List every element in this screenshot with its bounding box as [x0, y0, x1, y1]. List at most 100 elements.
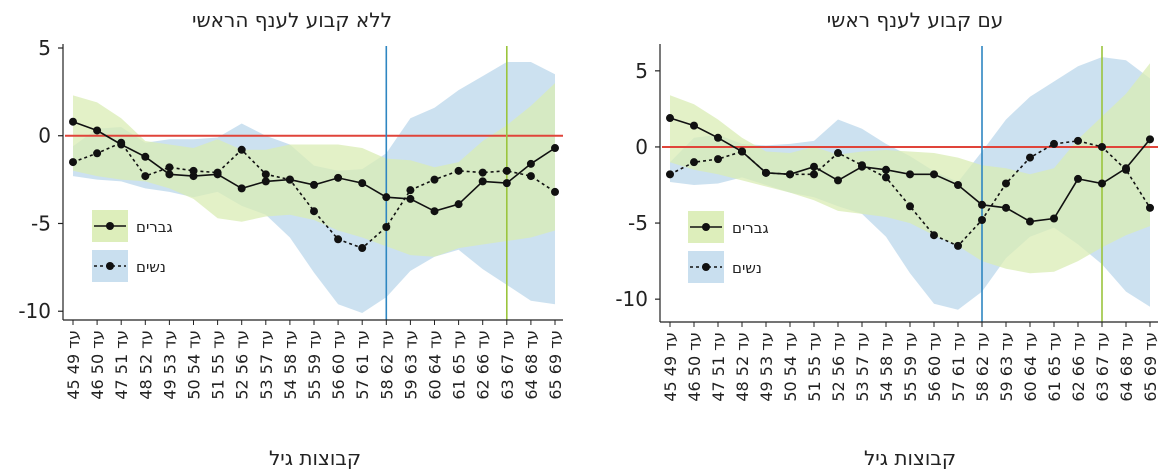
data-point-men — [310, 180, 318, 189]
data-point-women — [690, 158, 698, 167]
data-point-women — [810, 170, 818, 179]
data-point-women — [762, 168, 770, 177]
data-point-women — [1002, 179, 1010, 188]
x-tick-label: 63 עד 67 — [498, 330, 517, 400]
data-point-women — [310, 207, 318, 216]
data-point-women — [1146, 203, 1154, 212]
data-point-women — [882, 173, 890, 182]
y-tick-label: -10 — [18, 299, 51, 323]
legend: גברים נשים — [688, 211, 769, 283]
data-point-men — [834, 176, 842, 185]
x-tick-label: 65 עד 69 — [1141, 332, 1160, 402]
x-tick-label: 60 עד 64 — [1021, 332, 1040, 402]
x-tick-label: 45 עד 49 — [64, 330, 83, 400]
x-tick-label: 55 עד 59 — [901, 332, 920, 402]
data-point-men — [1002, 203, 1010, 212]
x-tick-label: 54 עד 58 — [281, 330, 300, 400]
legend-label: נשים — [732, 259, 762, 277]
series-line-women — [669, 140, 1151, 247]
data-point-men — [1098, 179, 1106, 188]
y-tick-label: -5 — [31, 211, 51, 235]
x-tick-label: 48 עד 52 — [733, 332, 752, 402]
x-tick-label: 60 עד 64 — [426, 330, 445, 400]
data-point-women — [189, 166, 198, 175]
x-tick-label: 64 עד 68 — [1117, 332, 1136, 402]
y-tick-label: 5 — [38, 36, 51, 60]
data-point-women — [454, 166, 463, 175]
x-tick-label: 46 עד 50 — [685, 332, 704, 402]
x-tick-label: 51 עד 55 — [805, 332, 824, 402]
data-point-men — [406, 194, 415, 203]
y-tick-label: 0 — [635, 135, 648, 159]
x-tick-label: 50 עד 54 — [781, 332, 800, 402]
series-lines — [666, 114, 1154, 250]
data-point-women — [1122, 165, 1130, 174]
legend-marker — [702, 223, 710, 231]
data-point-men — [1050, 214, 1058, 223]
data-point-women — [1026, 153, 1034, 162]
data-point-women — [213, 168, 222, 177]
axes: 5 0 -5 -10 45 עד 49 46 עד 50 47 עד 51 48 עד 52 4… — [18, 36, 565, 400]
data-point-women — [285, 175, 294, 184]
data-point-men — [358, 179, 367, 188]
data-point-women — [117, 138, 126, 147]
data-point-men — [551, 144, 559, 153]
data-point-women — [906, 202, 914, 211]
legend-label: גברים — [136, 218, 173, 236]
legend-marker — [106, 262, 114, 270]
data-point-women — [237, 145, 246, 154]
data-point-men — [69, 117, 77, 126]
x-tick-label: 53 עד 57 — [257, 330, 276, 400]
x-tick-label: 59 עד 63 — [401, 330, 420, 400]
x-tick-label: 53 עד 57 — [853, 332, 872, 402]
data-point-men — [1026, 217, 1034, 226]
data-point-women — [430, 175, 439, 184]
y-tick-label: -5 — [628, 211, 648, 235]
legend-marker — [106, 222, 114, 230]
data-point-men — [334, 173, 343, 182]
x-tick-label: 55 עד 59 — [305, 330, 324, 400]
x-tick-label: 45 עד 49 — [661, 332, 680, 402]
x-tick-label: 51 עד 55 — [209, 330, 228, 400]
data-point-women — [334, 235, 343, 244]
x-tick-label: 58 עד 62 — [973, 332, 992, 402]
data-point-men — [261, 177, 270, 186]
data-point-women — [1074, 136, 1082, 145]
x-tick-label: 46 עד 50 — [88, 330, 107, 400]
x-tick-label: 64 עד 68 — [522, 330, 541, 400]
x-tick-label: 49 עד 53 — [160, 330, 179, 400]
data-point-men — [978, 200, 986, 209]
y-tick-label: 0 — [38, 124, 51, 148]
data-point-women — [714, 155, 722, 164]
data-point-women — [738, 147, 746, 156]
data-point-women — [93, 149, 102, 158]
x-tick-label: 65 עד 69 — [546, 330, 565, 400]
x-tick-label: 56 עד 60 — [329, 330, 348, 400]
data-point-men — [454, 200, 463, 209]
chart-right-with-constant: עם קבוע לענף ראשי 5 0 -5 -10 45 עד 49 46 עד 5… — [615, 8, 1160, 470]
data-point-women — [930, 231, 938, 240]
x-tick-label: 61 עד 65 — [1045, 332, 1064, 402]
data-point-men — [526, 159, 535, 168]
x-tick-label: 48 עד 52 — [136, 330, 155, 400]
axes: 5 0 -5 -10 45 עד 49 46 עד 50 47 עד 51 48 עד 52 4… — [615, 44, 1160, 402]
x-tick-label: 49 עד 53 — [757, 332, 776, 402]
x-tick-label: 47 עד 51 — [112, 330, 131, 400]
legend: גברים נשים — [92, 210, 173, 282]
data-point-men — [666, 114, 674, 123]
data-point-men — [93, 126, 102, 135]
x-tick-label: 62 עד 66 — [1069, 332, 1088, 402]
data-point-women — [858, 161, 866, 170]
data-point-women — [261, 170, 270, 179]
series-line-women — [72, 141, 556, 250]
data-point-women — [551, 187, 559, 196]
data-point-men — [714, 133, 722, 142]
x-tick-label: 58 עד 62 — [377, 330, 396, 400]
data-point-men — [906, 170, 914, 179]
x-axis-label: קבוצות גיל — [864, 446, 956, 470]
data-point-women — [141, 172, 150, 181]
x-tick-label: 62 עד 66 — [474, 330, 493, 400]
data-point-men — [1074, 174, 1082, 183]
data-point-women — [954, 241, 962, 250]
